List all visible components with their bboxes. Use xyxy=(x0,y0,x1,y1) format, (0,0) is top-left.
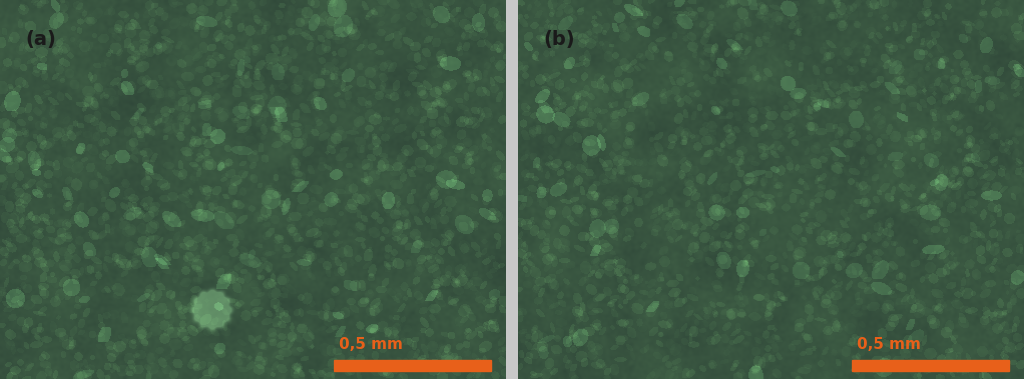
Text: (a): (a) xyxy=(26,30,56,49)
Text: 0,5 mm: 0,5 mm xyxy=(339,337,402,352)
Bar xyxy=(334,360,490,371)
Text: 0,5 mm: 0,5 mm xyxy=(857,337,921,352)
Bar xyxy=(852,360,1009,371)
Text: (b): (b) xyxy=(544,30,575,49)
